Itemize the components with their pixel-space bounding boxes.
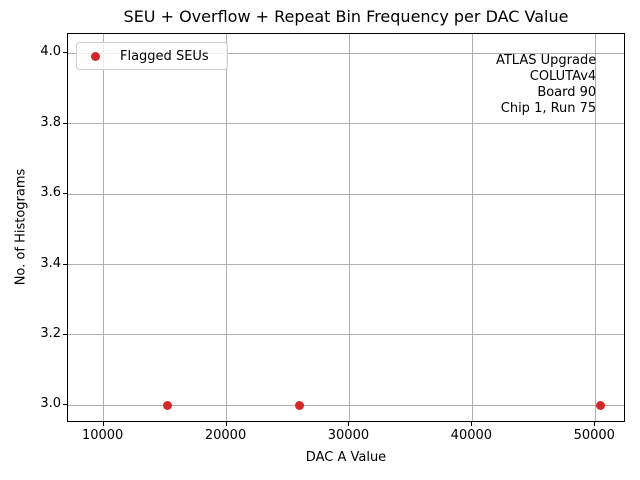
annotation-line: COLUTAv4 xyxy=(529,69,597,85)
chart-title: SEU + Overflow + Repeat Bin Frequency pe… xyxy=(123,7,569,26)
annotation-line: ATLAS Upgrade xyxy=(495,53,597,69)
x-tick-label: 50000 xyxy=(573,428,615,443)
data-point xyxy=(294,400,304,410)
y-gridline xyxy=(68,334,624,336)
y-tick-label: 3.0 xyxy=(40,396,61,412)
y-tick-mark xyxy=(63,404,67,406)
x-axis-label: DAC A Value xyxy=(305,450,387,465)
y-tick-mark xyxy=(63,52,67,54)
y-tick-label: 3.4 xyxy=(40,255,61,271)
x-tick-mark xyxy=(348,422,350,426)
x-gridline xyxy=(348,34,350,421)
y-tick-mark xyxy=(63,122,67,124)
y-gridline xyxy=(68,404,624,406)
x-gridline xyxy=(226,34,228,421)
y-gridline xyxy=(68,123,624,125)
x-tick-label: 10000 xyxy=(81,428,124,443)
data-point xyxy=(163,400,173,410)
x-gridline xyxy=(103,34,105,421)
y-gridline xyxy=(68,52,624,54)
x-tick-mark xyxy=(225,422,227,426)
y-tick-label: 4.0 xyxy=(40,44,61,60)
y-tick-mark xyxy=(63,263,67,265)
data-point xyxy=(595,400,605,410)
y-tick-label: 3.6 xyxy=(40,185,61,201)
x-gridline xyxy=(471,34,473,421)
y-gridline xyxy=(68,264,624,266)
annotation-block: ATLAS Upgrade COLUTAv4 Board 90 Chip 1, … xyxy=(496,53,596,117)
x-tick-mark xyxy=(471,422,473,426)
annotation-line: Chip 1, Run 75 xyxy=(500,101,597,117)
legend-marker-dot-icon xyxy=(91,51,100,61)
x-tick-label: 20000 xyxy=(204,428,247,443)
y-tick-label: 3.8 xyxy=(40,114,61,130)
x-gridline xyxy=(594,34,596,421)
annotation-line: Board 90 xyxy=(537,85,597,101)
y-tick-mark xyxy=(63,333,67,335)
plot-area: Flagged SEUs ATLAS Upgrade COLUTAv4 Boar… xyxy=(67,33,625,422)
x-tick-mark xyxy=(594,422,596,426)
legend: Flagged SEUs xyxy=(76,42,228,70)
x-tick-label: 40000 xyxy=(450,428,493,443)
y-tick-mark xyxy=(63,193,67,195)
y-gridline xyxy=(68,193,624,195)
x-tick-mark xyxy=(102,422,104,426)
legend-label: Flagged SEUs xyxy=(120,48,209,64)
x-tick-label: 30000 xyxy=(327,428,370,443)
y-tick-label: 3.2 xyxy=(40,325,61,341)
